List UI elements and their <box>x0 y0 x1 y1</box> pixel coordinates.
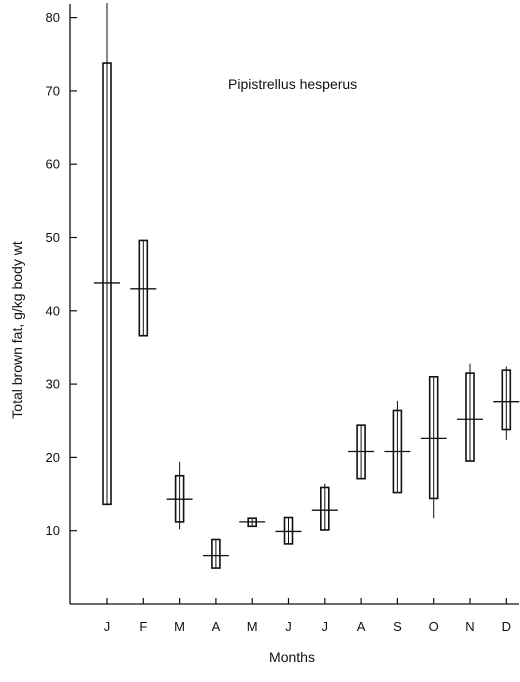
y-tick-label: 50 <box>46 230 60 245</box>
box <box>138 239 149 337</box>
x-tick-label: O <box>429 619 439 634</box>
x-tick-label: F <box>139 619 147 634</box>
box <box>465 372 475 462</box>
x-tick-label: S <box>393 619 402 634</box>
y-tick-label: 30 <box>46 377 60 392</box>
y-tick-label: 40 <box>46 303 60 318</box>
x-tick-label: A <box>357 619 366 634</box>
y-axis-title: Total brown fat, g/kg body wt <box>9 241 25 419</box>
box <box>319 486 330 531</box>
y-tick-label: 20 <box>46 450 60 465</box>
x-tick-label: A <box>212 619 221 634</box>
box <box>283 516 294 545</box>
x-tick-label: J <box>104 619 111 634</box>
x-tick-label: M <box>247 619 258 634</box>
box <box>102 62 112 506</box>
y-ticks: 10 20 30 40 50 60 70 80 <box>46 10 77 538</box>
x-tick-label: J <box>285 619 292 634</box>
data-boxes <box>94 2 520 569</box>
x-tick-label: M <box>174 619 185 634</box>
box <box>211 538 221 569</box>
y-tick-label: 70 <box>46 83 60 98</box>
species-annotation: Pipistrellus hesperus <box>228 76 357 92</box>
y-tick-label: 80 <box>46 10 60 25</box>
box <box>501 369 512 431</box>
x-axis-title: Months <box>269 649 315 665</box>
axes <box>69 4 519 605</box>
box <box>428 375 439 500</box>
x-tick-label: N <box>465 619 474 634</box>
x-tick-label: D <box>502 619 511 634</box>
x-tick-label: J <box>322 619 329 634</box>
y-tick-label: 60 <box>46 157 60 172</box>
y-tick-label: 10 <box>46 523 60 538</box>
